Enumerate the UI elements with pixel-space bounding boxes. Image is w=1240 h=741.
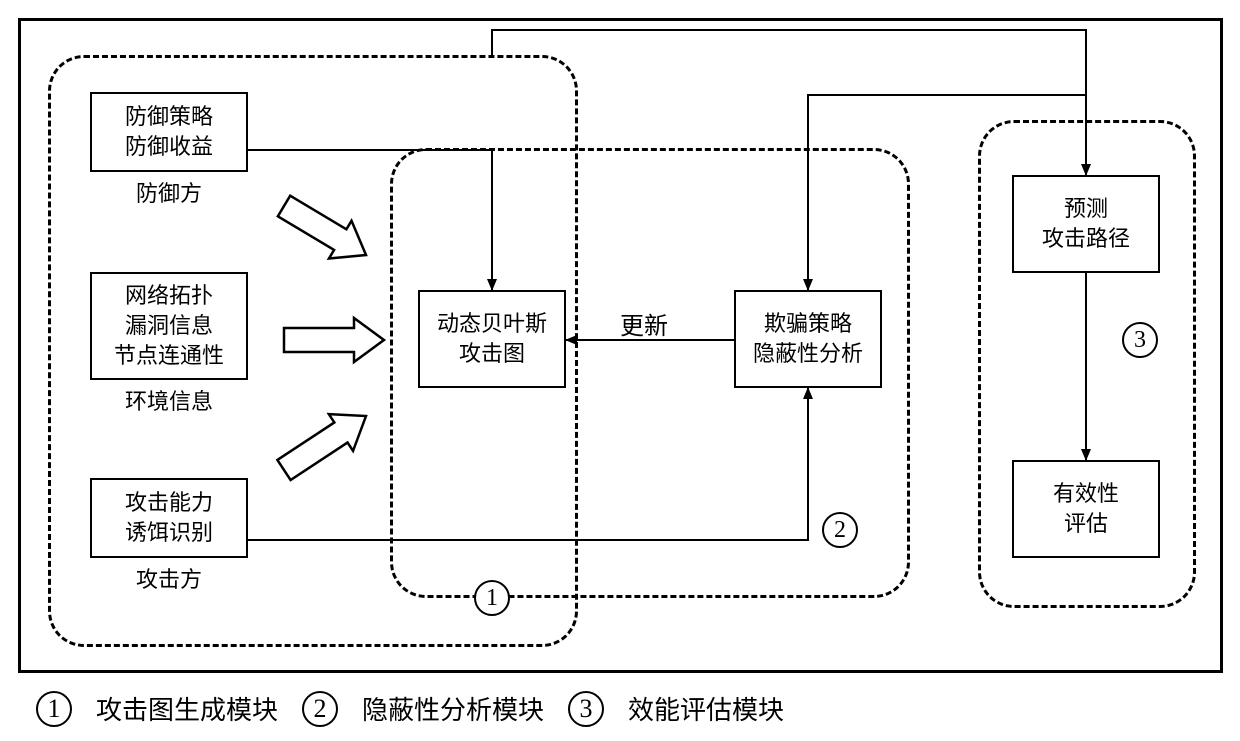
label-defender: 防御方 — [70, 176, 268, 208]
node-predict-attack-path: 预测 攻击路径 — [1012, 175, 1160, 273]
edge-label-update-text: 更新 — [620, 314, 668, 340]
legend-text-2: 隐蔽性分析模块 — [362, 690, 544, 727]
circle-num-3-text: 3 — [1134, 327, 1146, 354]
node-deception-l2: 隐蔽性分析 — [753, 339, 863, 369]
node-evaluate-l2: 评估 — [1064, 509, 1108, 539]
node-attacker: 攻击能力 诱饵识别 — [90, 478, 248, 558]
node-deception-stealth-analysis: 欺骗策略 隐蔽性分析 — [734, 290, 882, 388]
node-environment: 网络拓扑 漏洞信息 节点连通性 — [90, 272, 248, 380]
node-env-l3: 节点连通性 — [114, 341, 224, 371]
legend-circle-3-num: 3 — [580, 694, 593, 724]
node-effectiveness-evaluation: 有效性 评估 — [1012, 460, 1160, 558]
node-defender-l1: 防御策略 — [125, 102, 213, 132]
label-attacker: 攻击方 — [70, 562, 268, 594]
legend-circle-1-num: 1 — [48, 694, 61, 724]
circle-num-1-text: 1 — [486, 585, 498, 612]
legend-circle-3: 3 — [568, 691, 604, 727]
legend-circle-2-num: 2 — [314, 694, 327, 724]
diagram-canvas: 防御策略 防御收益 防御方 网络拓扑 漏洞信息 节点连通性 环境信息 攻击能力 … — [0, 0, 1240, 741]
circle-num-1: 1 — [474, 580, 510, 616]
legend-text-1: 攻击图生成模块 — [96, 690, 278, 727]
label-environment: 环境信息 — [70, 384, 268, 416]
legend-circle-1: 1 — [36, 691, 72, 727]
legend-text-3: 效能评估模块 — [628, 690, 784, 727]
edge-label-update: 更新 — [620, 306, 668, 341]
node-defender: 防御策略 防御收益 — [90, 92, 248, 172]
node-evaluate-l1: 有效性 — [1053, 479, 1119, 509]
circle-num-3: 3 — [1122, 322, 1158, 358]
circle-num-2: 2 — [822, 512, 858, 548]
node-defender-l2: 防御收益 — [125, 132, 213, 162]
legend-circle-2: 2 — [302, 691, 338, 727]
circle-num-2-text: 2 — [834, 517, 846, 544]
node-dynamic-bayesian-attack-graph: 动态贝叶斯 攻击图 — [418, 290, 566, 388]
node-dbag-l2: 攻击图 — [459, 339, 525, 369]
node-attacker-l1: 攻击能力 — [125, 488, 213, 518]
node-predict-l2: 攻击路径 — [1042, 224, 1130, 254]
node-dbag-l1: 动态贝叶斯 — [437, 309, 547, 339]
node-env-l2: 漏洞信息 — [125, 311, 213, 341]
node-deception-l1: 欺骗策略 — [764, 309, 852, 339]
node-attacker-l2: 诱饵识别 — [125, 518, 213, 548]
node-predict-l1: 预测 — [1064, 194, 1108, 224]
node-env-l1: 网络拓扑 — [125, 281, 213, 311]
legend: 1 攻击图生成模块 2 隐蔽性分析模块 3 效能评估模块 — [36, 690, 784, 727]
